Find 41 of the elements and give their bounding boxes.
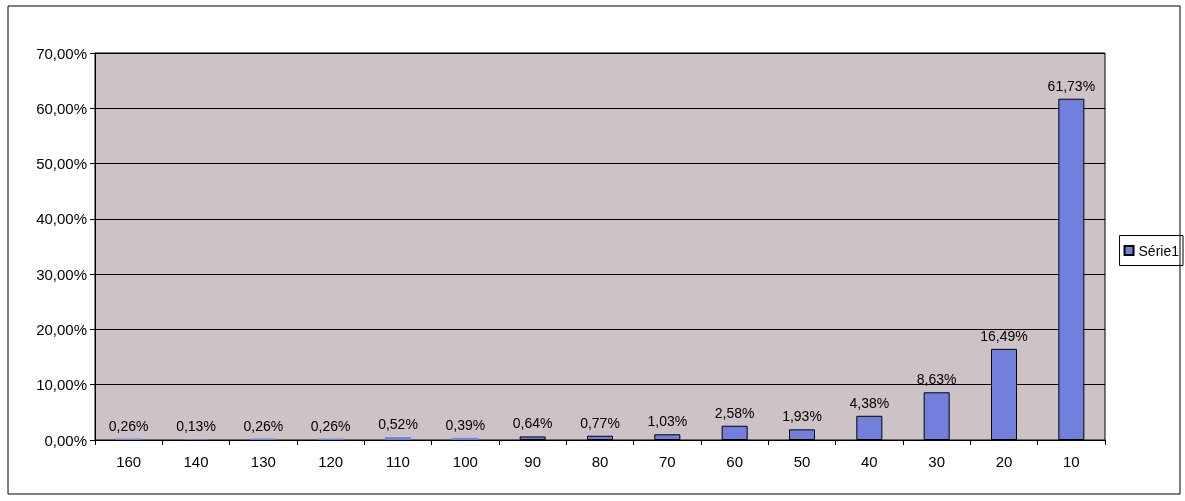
x-tick-label: 130 xyxy=(250,453,276,470)
legend-label: Série1 xyxy=(1138,242,1180,259)
bar xyxy=(452,437,479,440)
x-tick-label: 120 xyxy=(318,453,344,470)
data-label: 2,58% xyxy=(714,404,755,421)
y-tick-label: 30,00% xyxy=(36,265,87,283)
x-tick-label: 80 xyxy=(591,453,609,470)
x-tick-label: 70 xyxy=(658,453,676,470)
data-label: 1,93% xyxy=(782,408,822,425)
data-label: 61,73% xyxy=(1047,77,1096,94)
x-tick-label: 60 xyxy=(726,453,744,470)
x-tick-label: 10 xyxy=(1062,453,1080,470)
y-tick-label: 70,00% xyxy=(36,44,87,62)
data-label: 0,13% xyxy=(176,418,216,435)
data-label: 0,77% xyxy=(580,414,620,431)
y-tick-label: 20,00% xyxy=(36,320,87,338)
x-tick-label: 90 xyxy=(524,453,542,470)
x-tick-label: 20 xyxy=(995,453,1013,470)
x-tick-label: 160 xyxy=(116,453,142,470)
data-label: 16,49% xyxy=(980,327,1028,344)
bar xyxy=(385,437,411,440)
data-label: 0,39% xyxy=(445,416,486,433)
data-label: 4,38% xyxy=(849,394,890,411)
x-tick-label: 50 xyxy=(793,453,811,470)
y-tick-label: 10,00% xyxy=(36,376,87,394)
data-label: 0,26% xyxy=(108,417,149,434)
data-label: 0,26% xyxy=(243,417,284,434)
data-label: 1,03% xyxy=(647,413,688,430)
data-label: 0,26% xyxy=(310,417,351,434)
data-label: 0,64% xyxy=(512,415,553,432)
y-tick-label: 60,00% xyxy=(36,99,87,117)
x-tick-label: 100 xyxy=(452,453,478,470)
data-label: 8,63% xyxy=(916,371,957,388)
data-label: 0,52% xyxy=(378,416,418,433)
x-tick-label: 110 xyxy=(386,453,410,470)
x-tick-label: 30 xyxy=(928,453,946,470)
x-tick-label: 40 xyxy=(860,453,878,470)
y-tick-label: 40,00% xyxy=(36,210,87,228)
y-tick-label: 50,00% xyxy=(36,155,87,173)
y-tick-label: 0,00% xyxy=(44,431,87,449)
x-tick-label: 140 xyxy=(183,453,209,470)
